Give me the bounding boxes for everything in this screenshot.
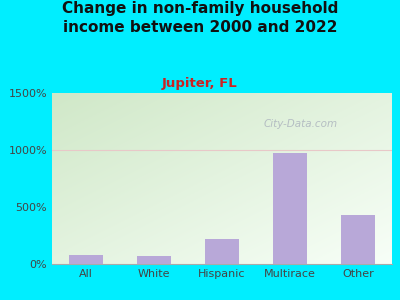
Bar xyxy=(205,239,239,264)
Bar xyxy=(273,153,307,264)
Bar xyxy=(341,215,375,264)
Text: Change in non-family household
income between 2000 and 2022: Change in non-family household income be… xyxy=(62,2,338,35)
Text: City-Data.com: City-Data.com xyxy=(263,119,337,129)
Text: Jupiter, FL: Jupiter, FL xyxy=(162,76,238,89)
Bar xyxy=(137,256,171,264)
Bar xyxy=(69,256,103,264)
